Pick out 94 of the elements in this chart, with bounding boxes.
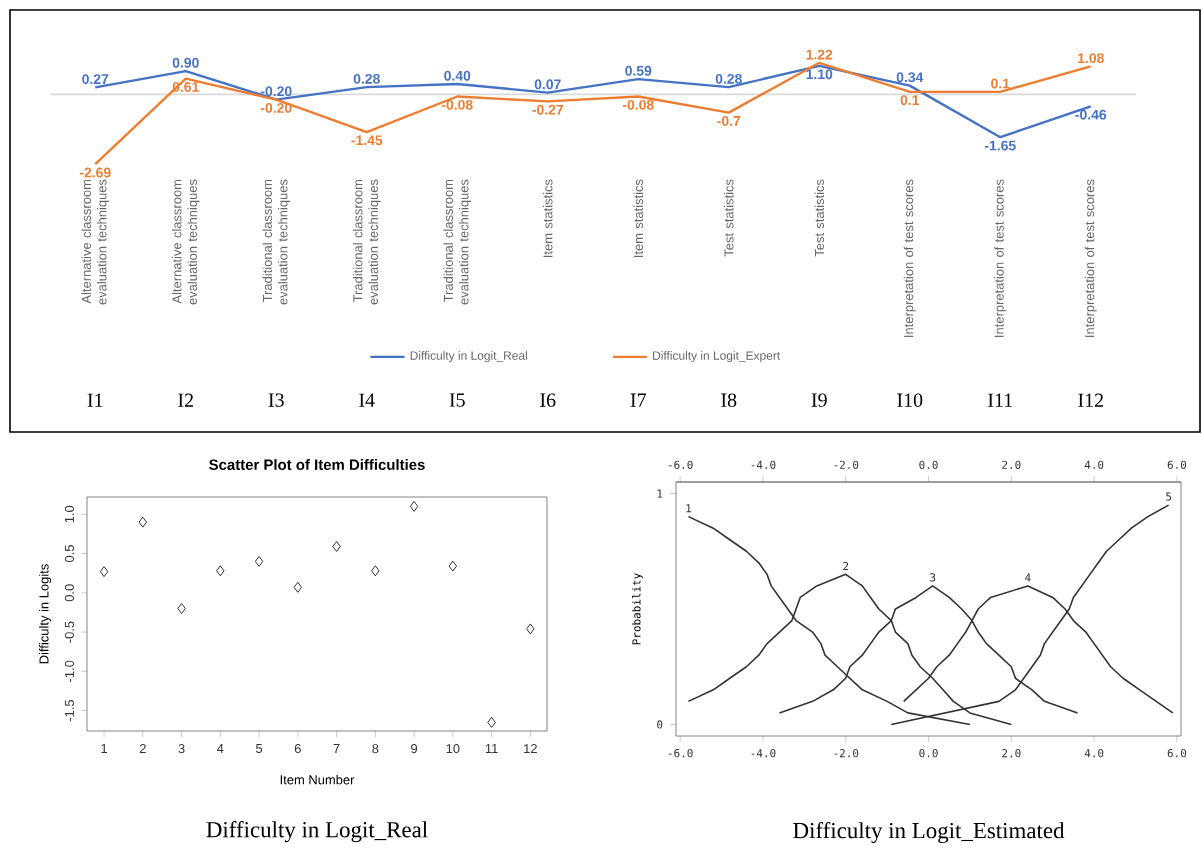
point (526, 623, 535, 635)
x-tick-label: -6.0 (668, 460, 693, 469)
point (487, 716, 496, 728)
chart-title: Scatter Plot of Item Difficulties (209, 459, 425, 471)
data-label: 1.10 (806, 69, 833, 80)
data-label: 0.27 (82, 74, 109, 85)
text: I11 (988, 393, 1012, 407)
y-axis-title: Difficulty in Logits (39, 564, 52, 664)
x-tick-label: 10 (446, 744, 460, 754)
series-label: 4 (1025, 573, 1031, 582)
data-label: 0.28 (715, 73, 742, 84)
x-tick-label: 9 (411, 744, 418, 754)
legend-label: Difficulty in Logit_Expert (653, 351, 781, 363)
point (216, 565, 225, 577)
text: I9 (811, 393, 827, 407)
x-tick-label: Interpretation of test scores (994, 179, 1007, 337)
x-tick-label: 4 (217, 744, 224, 753)
point (371, 565, 380, 577)
y-tick-label: 1.0 (64, 505, 74, 523)
x-tick-label: 2.0 (1002, 460, 1021, 469)
y-tick-label: -1.5 (64, 699, 74, 722)
data-label: 0.28 (353, 73, 380, 84)
series-label: 2 (843, 561, 849, 570)
legend-label: Difficulty in Logit_Real (410, 351, 527, 363)
x-axis-title: Item Number (280, 774, 355, 785)
x-tick-label: 11 (485, 744, 498, 753)
point (409, 501, 419, 512)
text: I8 (721, 393, 737, 407)
data-label: -2.69 (79, 167, 111, 178)
x-tick-label: Interpretation of test scores (1084, 179, 1097, 337)
x-tick-label: 6.0 (1167, 460, 1187, 469)
x-tick-label: 2 (139, 744, 146, 754)
point (99, 566, 109, 577)
series-label: 1 (686, 504, 691, 513)
data-label: -1.45 (351, 135, 383, 146)
data-label: -0.27 (532, 104, 564, 115)
text: I5 (449, 393, 465, 407)
text: I6 (540, 393, 556, 407)
x-tick-label: 12 (524, 744, 537, 754)
text: I10 (897, 393, 923, 407)
data-label: 0.59 (625, 65, 652, 76)
data-label: 1.22 (806, 49, 833, 60)
data-label: 0.07 (534, 79, 561, 90)
y-tick-label: 0.0 (64, 584, 74, 602)
data-label: 0.1 (900, 95, 920, 106)
x-tick-label: 0.0 (919, 460, 938, 469)
text: I12 (1078, 393, 1103, 407)
data-label: 0.1 (991, 78, 1010, 89)
x-tick-label: Interpretation of test scores (903, 179, 916, 337)
point (177, 603, 186, 614)
text: I4 (359, 393, 375, 407)
point (448, 560, 457, 572)
point (332, 541, 341, 552)
series-label: 3 (930, 573, 936, 582)
text: I2 (178, 393, 193, 407)
x-tick-label: 8 (372, 744, 379, 754)
point (138, 516, 147, 528)
y-tick-label: 0.5 (64, 545, 74, 563)
x-tick-label: Item statistics (543, 179, 553, 258)
data-label: 0.90 (172, 57, 199, 68)
x-tick-label: Test statistics (724, 179, 734, 257)
point (293, 581, 302, 593)
x-tick-label: 1 (101, 744, 108, 753)
series-label: 5 (1166, 492, 1172, 501)
data-label: 1.08 (1078, 53, 1104, 63)
text: I1 (87, 393, 103, 407)
y-tick-label: -0.5 (64, 621, 74, 643)
data-label: -0.08 (441, 99, 473, 110)
x-tick-label: 4.0 (1084, 460, 1104, 469)
y-tick-label: -1.0 (64, 660, 74, 682)
y-axis-title: Probability (632, 573, 643, 645)
data-label: -0.46 (1075, 109, 1107, 120)
y-tick-label: 0 (657, 720, 663, 729)
x-tick-label: 5 (256, 744, 263, 754)
data-label: -1.65 (984, 140, 1016, 151)
text: Difficulty in Logit_Estimated (793, 821, 1065, 844)
x-tick-label: -2.0 (834, 460, 859, 469)
x-tick-label: Alternative classroom evaluation techniques (81, 179, 110, 305)
text: Difficulty in Logit_Real (206, 821, 428, 843)
data-label: 0.40 (444, 70, 471, 81)
text: I3 (268, 393, 284, 407)
data-label: -0.20 (260, 103, 292, 113)
x-tick-label: 3 (178, 744, 185, 754)
x-tick-label: Item statistics (633, 179, 644, 258)
data-label: 0.34 (896, 72, 924, 83)
data-label: -0.7 (717, 115, 741, 126)
x-tick-label: 7 (333, 744, 340, 753)
text: I7 (630, 393, 646, 407)
x-tick-label: -4.0 (751, 460, 776, 469)
x-tick-label: 6 (294, 744, 301, 754)
x-tick-label: Test statistics (814, 179, 825, 257)
point (254, 556, 264, 567)
data-label: -0.08 (622, 99, 654, 110)
data-label: -0.20 (260, 86, 292, 97)
